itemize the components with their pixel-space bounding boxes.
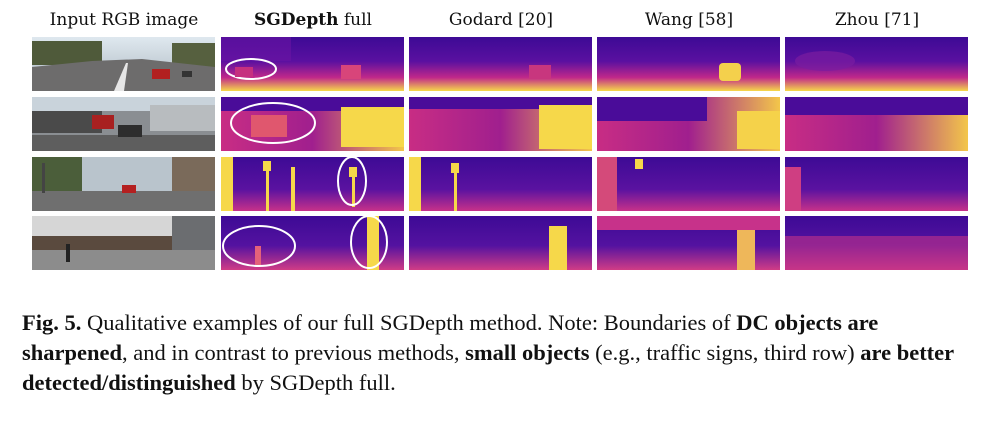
rgb-image-row-2: [32, 97, 215, 151]
header-input-rgb-text: Input RGB image: [49, 10, 199, 30]
header-input-rgb: Input RGB image: [34, 10, 214, 30]
header-zhou-text: Zhou [71]: [834, 10, 920, 30]
header-sgdepth-full: SGDepth full: [222, 10, 404, 30]
header-sgdepth-suffix: full: [338, 10, 372, 30]
depth-wang-row-1: [597, 37, 780, 91]
header-wang: Wang [58]: [598, 10, 780, 30]
rgb-image-row-3: [32, 157, 215, 211]
depth-zhou-row-1: [785, 37, 968, 91]
depth-zhou-row-3: [785, 157, 968, 211]
rgb-image-row-4: [32, 216, 215, 270]
header-zhou: Zhou [71]: [786, 10, 968, 30]
depth-wang-row-2: [597, 97, 780, 151]
caption-label: Fig. 5.: [22, 310, 82, 335]
header-godard-text: Godard [20]: [448, 10, 554, 30]
depth-godard-row-3: [409, 157, 592, 211]
caption-bold-1: DC objects are sharpened: [22, 310, 879, 365]
rgb-image-row-1: [32, 37, 215, 91]
caption-text-2: , and in contrast to previous methods,: [122, 340, 466, 365]
header-wang-text: Wang [58]: [644, 10, 734, 30]
depth-wang-row-4: [597, 216, 780, 270]
depth-zhou-row-2: [785, 97, 968, 151]
figure-caption: Fig. 5. Qualitative examples of our full…: [22, 308, 984, 398]
header-godard: Godard [20]: [410, 10, 592, 30]
depth-sgdepth-row-2: [221, 97, 404, 151]
caption-text-1: Qualitative examples of our full SGDepth…: [81, 310, 737, 335]
depth-godard-row-2: [409, 97, 592, 151]
depth-zhou-row-4: [785, 216, 968, 270]
header-sgdepth-bold: SGDepth: [254, 10, 339, 30]
caption-text-4: by SGDepth full.: [235, 370, 396, 395]
depth-wang-row-3: [597, 157, 780, 211]
depth-godard-row-4: [409, 216, 592, 270]
depth-sgdepth-row-1: [221, 37, 404, 91]
depth-godard-row-1: [409, 37, 592, 91]
depth-sgdepth-row-4: [221, 216, 404, 270]
caption-text-3: (e.g., traffic signs, third row): [589, 340, 861, 365]
caption-bold-3: are better detected/distinguished: [22, 340, 954, 395]
caption-bold-2: small objects: [465, 340, 590, 365]
depth-sgdepth-row-3: [221, 157, 404, 211]
